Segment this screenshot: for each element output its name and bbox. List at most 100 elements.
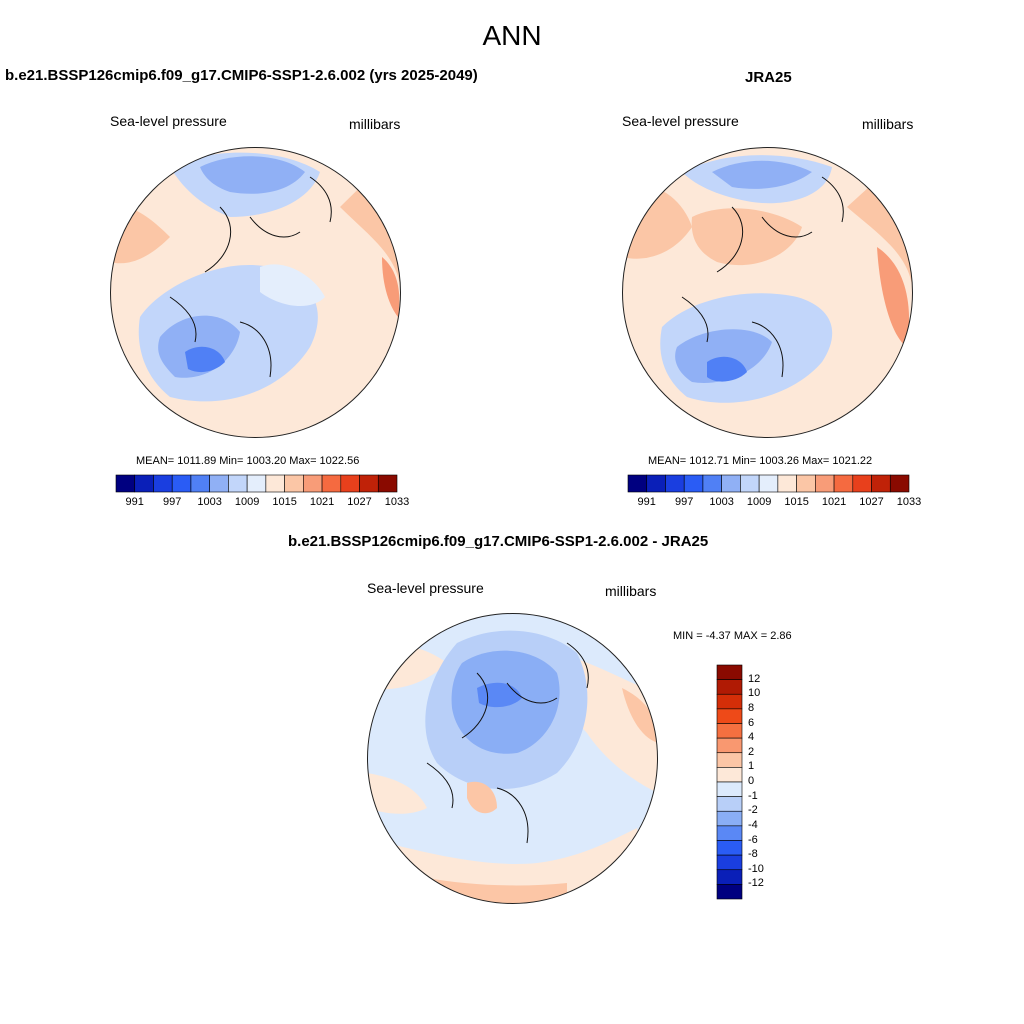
colorbar-swatch xyxy=(716,869,743,885)
panel-1-variable-label: Sea-level pressure xyxy=(110,113,227,129)
colorbar-tick-label: 4 xyxy=(748,731,755,744)
colorbar-tick-label: 991 xyxy=(637,496,656,508)
colorbar-swatch xyxy=(716,737,743,754)
colorbar-swatch xyxy=(702,474,722,493)
colorbar-swatch xyxy=(796,474,816,493)
colorbar-tick-label: 1009 xyxy=(234,496,260,508)
colorbar-swatch xyxy=(683,474,704,493)
colorbar-swatch xyxy=(321,474,342,493)
panel-1-stats: MEAN= 1011.89 Min= 1003.20 Max= 1022.56 xyxy=(136,455,360,467)
colorbar-swatch xyxy=(246,474,267,493)
colorbar-swatch xyxy=(833,474,854,493)
colorbar-swatch xyxy=(716,825,743,841)
colorbar-swatch xyxy=(153,474,173,493)
colorbar-tick-label: 997 xyxy=(675,496,694,508)
colorbar-tick-label: -12 xyxy=(748,877,764,890)
panel-2-siberian-high xyxy=(691,208,802,266)
colorbar-swatch xyxy=(716,767,743,783)
colorbar-tick-label: -2 xyxy=(748,804,758,817)
colorbar-swatch xyxy=(115,474,136,493)
colorbar-tick-label: -6 xyxy=(748,833,758,846)
panel-3-map xyxy=(367,613,658,904)
colorbar-tick-label: -4 xyxy=(748,818,758,831)
colorbar-swatch xyxy=(627,474,648,493)
panel-2-coastlines xyxy=(681,176,844,378)
panel-2-pacific-high-core xyxy=(877,247,910,347)
colorbar-swatch xyxy=(871,474,891,493)
colorbar-swatch xyxy=(716,884,743,900)
colorbar-swatch xyxy=(340,474,360,493)
colorbar-swatch xyxy=(303,474,323,493)
colorbar-tick-label: -8 xyxy=(748,848,758,861)
colorbar-swatch xyxy=(716,796,743,812)
panel-3-coastlines xyxy=(426,642,589,844)
colorbar-tick-label: 1021 xyxy=(821,496,847,508)
colorbar-swatch xyxy=(171,474,192,493)
colorbar-swatch xyxy=(852,474,872,493)
colorbar-tick-label: 2 xyxy=(748,745,755,758)
panel-3-units-label: millibars xyxy=(605,583,657,599)
colorbar-tick-label: 12 xyxy=(748,672,761,685)
figure-title: ANN xyxy=(482,20,542,51)
panel-3-variable-label: Sea-level pressure xyxy=(367,580,484,596)
panel-1-coastlines xyxy=(169,176,332,378)
colorbar-swatch xyxy=(716,854,743,871)
colorbar-swatch xyxy=(265,474,285,493)
panel-2-variable-label: Sea-level pressure xyxy=(622,113,739,129)
colorbar-tick-label: 1027 xyxy=(347,496,372,508)
colorbar-tick-label: 991 xyxy=(125,496,144,508)
colorbar-swatch xyxy=(740,474,760,493)
colorbar-swatch xyxy=(716,840,743,856)
colorbar-swatch xyxy=(716,679,743,695)
panel-3-colorbar xyxy=(716,664,743,900)
panel-3-stats: MIN = -4.37 MAX = 2.86 xyxy=(673,630,792,642)
colorbar-swatch xyxy=(646,474,666,493)
colorbar-tick-label: 1033 xyxy=(896,496,922,508)
panel-1-units-label: millibars xyxy=(349,116,401,132)
panel-2-units-label: millibars xyxy=(862,116,914,132)
panel-3-strongest-negative-core xyxy=(477,682,522,708)
colorbar-tick-label: 997 xyxy=(163,496,182,508)
panel-2-stats: MEAN= 1012.71 Min= 1003.26 Max= 1021.22 xyxy=(648,455,873,467)
colorbar-swatch xyxy=(359,474,379,493)
colorbar-tick-label: 1027 xyxy=(859,496,884,508)
colorbar-tick-label: 1009 xyxy=(746,496,772,508)
colorbar-swatch xyxy=(758,474,779,493)
colorbar-swatch xyxy=(889,474,910,493)
colorbar-tick-label: -10 xyxy=(748,862,764,875)
colorbar-tick-label: 1003 xyxy=(197,496,222,508)
panel-1-pacific-high-core xyxy=(382,257,400,317)
colorbar-tick-label: 1021 xyxy=(309,496,335,508)
colorbar-tick-label: 1015 xyxy=(272,496,297,508)
colorbar-swatch xyxy=(777,474,797,493)
panel-2-colorbar xyxy=(627,474,910,493)
panel-1-title: b.e21.BSSP126cmip6.f09_g17.CMIP6-SSP1-2.… xyxy=(5,67,478,84)
colorbar-swatch xyxy=(228,474,248,493)
colorbar-swatch xyxy=(721,474,741,493)
colorbar-swatch xyxy=(716,752,743,768)
panel-1-map xyxy=(110,147,401,438)
colorbar-swatch xyxy=(716,723,743,739)
colorbar-swatch xyxy=(134,474,154,493)
colorbar-swatch xyxy=(716,781,743,797)
colorbar-swatch xyxy=(716,708,743,724)
colorbar-tick-label: 6 xyxy=(748,716,755,729)
colorbar-swatch xyxy=(716,693,743,710)
panel-3-title: b.e21.BSSP126cmip6.f09_g17.CMIP6-SSP1-2.… xyxy=(288,533,709,550)
colorbar-tick-label: 1033 xyxy=(384,496,410,508)
colorbar-swatch xyxy=(190,474,210,493)
colorbar-tick-label: 1003 xyxy=(709,496,734,508)
colorbar-swatch xyxy=(209,474,229,493)
colorbar-swatch xyxy=(665,474,685,493)
colorbar-tick-label: 10 xyxy=(748,687,761,700)
colorbar-swatch xyxy=(716,664,743,680)
colorbar-swatch xyxy=(377,474,398,493)
panel-1-colorbar xyxy=(115,474,398,493)
colorbar-swatch xyxy=(716,810,743,827)
panel-2-map xyxy=(622,147,913,438)
colorbar-tick-label: 0 xyxy=(748,775,755,787)
colorbar-tick-label: 1015 xyxy=(784,496,809,508)
colorbar-tick-label: 8 xyxy=(748,701,755,714)
panel-2-title: JRA25 xyxy=(745,69,792,86)
colorbar-tick-label: -1 xyxy=(748,789,758,802)
